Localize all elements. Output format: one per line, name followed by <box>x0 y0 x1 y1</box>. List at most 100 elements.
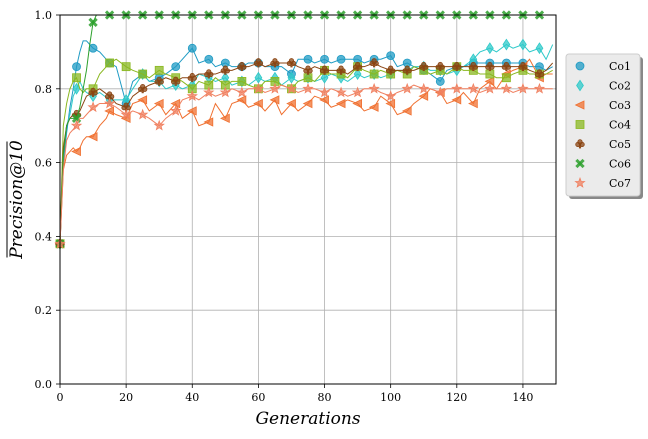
data-point-co7 <box>153 119 165 131</box>
series-co6 <box>55 10 553 249</box>
series-line-co3 <box>59 58 553 244</box>
data-point-co5 <box>171 76 181 86</box>
data-point-co5 <box>518 61 528 72</box>
legend-item: Co6 <box>575 158 631 171</box>
x-tick-label: 40 <box>185 391 199 404</box>
legend: Co1 Co2 Co3 Co4 Co5 Co6 Co7 <box>565 53 643 199</box>
x-tick-label: 0 <box>57 391 64 404</box>
series-layer <box>54 10 554 250</box>
x-tick-label: 140 <box>512 391 533 404</box>
data-point-co7 <box>87 101 99 113</box>
data-point-co7 <box>219 86 231 98</box>
data-point-co5 <box>88 87 98 97</box>
x-tick-label: 100 <box>380 391 401 404</box>
data-point-co4 <box>303 73 313 83</box>
data-point-co2 <box>353 68 362 80</box>
data-point-co4 <box>72 73 81 83</box>
data-point-co1 <box>88 43 98 53</box>
series-line-co7 <box>59 84 553 244</box>
series-line-co6 <box>59 14 553 244</box>
data-point-co2 <box>535 42 544 55</box>
data-point-co4 <box>237 77 247 86</box>
legend-label: Co3 <box>609 99 631 112</box>
data-point-co3 <box>71 146 81 157</box>
data-point-co3 <box>335 98 346 109</box>
legend-marker <box>575 61 585 71</box>
legend-label: Co4 <box>609 119 631 132</box>
data-point-co1 <box>187 43 197 53</box>
legend-item: Co4 <box>575 119 631 132</box>
data-point-co3 <box>418 91 429 101</box>
legend-item: Co2 <box>576 79 631 93</box>
data-point-co7 <box>467 82 479 94</box>
data-point-co4 <box>154 65 164 75</box>
data-point-co3 <box>286 98 296 109</box>
data-point-co7 <box>434 86 446 98</box>
data-point-co5 <box>485 61 495 72</box>
data-point-co2 <box>502 38 511 51</box>
data-point-co7 <box>170 104 182 116</box>
data-point-co3 <box>220 113 230 123</box>
series-co7 <box>54 82 553 249</box>
data-point-co2 <box>485 42 494 55</box>
legend-marker <box>575 120 585 129</box>
data-point-co7 <box>500 82 513 94</box>
data-point-co3 <box>236 95 247 105</box>
legend-item: Co7 <box>574 177 631 190</box>
data-point-co3 <box>253 98 263 109</box>
legend-label: Co6 <box>609 158 631 171</box>
x-tick-label: 20 <box>119 391 133 404</box>
data-point-co5 <box>137 84 148 94</box>
legend-label: Co2 <box>609 80 631 93</box>
data-point-co3 <box>451 95 462 105</box>
legend-marker <box>576 79 584 92</box>
data-point-co4 <box>369 69 379 79</box>
data-point-co7 <box>351 86 364 98</box>
data-point-co7 <box>385 90 397 101</box>
data-point-co7 <box>318 86 331 98</box>
data-point-co4 <box>501 73 511 83</box>
data-point-co7 <box>484 82 496 94</box>
data-point-co7 <box>236 86 248 98</box>
data-point-co3 <box>302 98 313 109</box>
legend-marker <box>575 158 585 169</box>
data-point-co3 <box>87 132 98 142</box>
data-point-co7 <box>70 119 83 131</box>
data-point-co7 <box>533 82 546 94</box>
data-point-co1 <box>204 54 214 64</box>
series-co5 <box>55 58 554 249</box>
x-tick-label: 120 <box>446 391 467 404</box>
data-point-co4 <box>485 69 495 79</box>
data-point-co7 <box>186 90 198 101</box>
legend-marker <box>574 100 585 110</box>
data-point-co7 <box>137 108 149 120</box>
data-point-co5 <box>187 72 197 83</box>
data-point-co5 <box>253 58 264 68</box>
data-point-co7 <box>401 82 413 94</box>
data-point-co7 <box>269 82 281 94</box>
data-point-co5 <box>534 69 545 79</box>
y-tick-label: 0.8 <box>35 83 53 96</box>
data-point-co4 <box>138 69 148 79</box>
data-point-co5 <box>352 61 363 72</box>
data-point-co5 <box>369 58 379 68</box>
data-point-co7 <box>203 86 215 98</box>
data-point-co1 <box>303 54 313 64</box>
data-point-co5 <box>402 65 412 75</box>
data-point-co3 <box>352 98 363 109</box>
data-point-co7 <box>285 82 298 94</box>
data-point-co3 <box>385 98 396 109</box>
data-point-co6 <box>88 17 98 28</box>
data-point-co4 <box>105 58 114 68</box>
data-point-co7 <box>451 82 463 94</box>
data-point-co2 <box>254 71 263 84</box>
legend-item: Co3 <box>574 99 631 112</box>
data-point-co5 <box>419 61 429 72</box>
y-tick-label: 1.0 <box>35 9 53 22</box>
data-point-co5 <box>336 65 346 75</box>
data-point-co3 <box>401 106 412 116</box>
data-point-co7 <box>418 82 430 94</box>
data-point-co5 <box>452 61 462 72</box>
data-point-co5 <box>319 65 330 75</box>
legend-box <box>565 53 641 197</box>
